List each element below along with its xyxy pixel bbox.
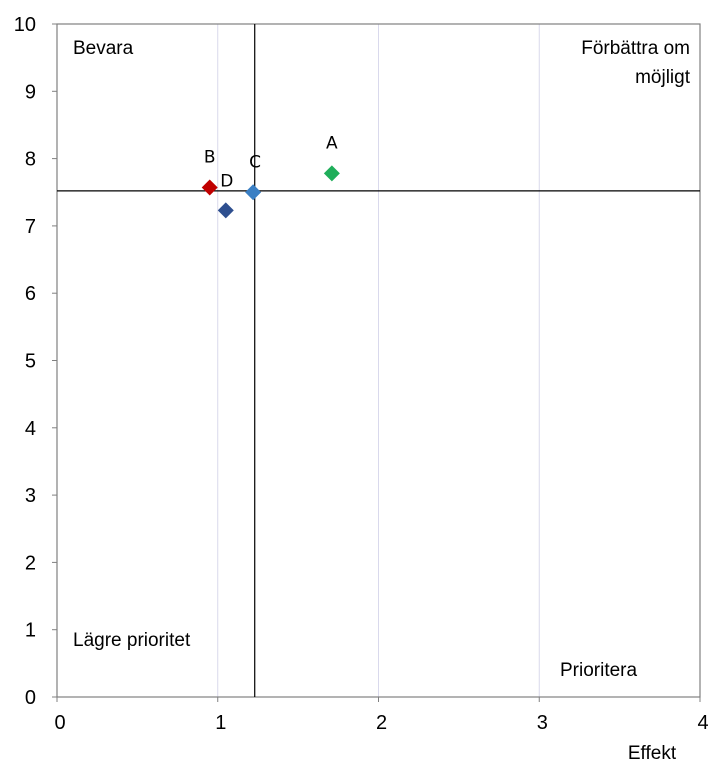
y-tick-label-10: 10 xyxy=(14,14,36,36)
y-tick-label-4: 4 xyxy=(25,418,36,440)
y-tick-label-2: 2 xyxy=(25,552,36,574)
y-tick-label-9: 9 xyxy=(25,81,36,103)
y-tick-label-0: 0 xyxy=(25,687,36,709)
y-tick-label-8: 8 xyxy=(25,149,36,171)
y-tick-label-1: 1 xyxy=(25,620,36,642)
data-label-d: D xyxy=(220,171,233,191)
x-tick-label-2: 2 xyxy=(376,712,387,734)
x-tick-label-4: 4 xyxy=(697,712,708,734)
point-layer: A B CD xyxy=(201,133,340,219)
y-tick-label-3: 3 xyxy=(25,485,36,507)
x-tick-label-1: 1 xyxy=(215,712,226,734)
x-tick-label-3: 3 xyxy=(537,712,548,734)
x-tick-label-0: 0 xyxy=(54,712,65,734)
quadrant-label-improve-line2: möjligt xyxy=(635,67,691,88)
y-tick-label-6: 6 xyxy=(25,283,36,305)
data-point-a xyxy=(323,165,340,182)
data-point-b xyxy=(201,179,218,196)
quadrant-label-lower-priority: Lägre prioritet xyxy=(73,630,191,651)
data-point-d xyxy=(217,202,234,219)
quadrant-label-preserve: Bevara xyxy=(73,38,134,59)
data-label-a: A xyxy=(326,133,338,153)
y-tick-label-7: 7 xyxy=(25,216,36,238)
grid-layer xyxy=(217,24,540,697)
quadrant-label-prioritize: Prioritera xyxy=(560,660,638,681)
quadrant-label-improve-line1: Förbättra om xyxy=(581,38,690,59)
divider-layer xyxy=(57,24,700,697)
x-axis-title: Effekt xyxy=(628,743,677,764)
data-label-b: B xyxy=(204,148,216,168)
data-point-c xyxy=(245,184,262,201)
data-label-c: C xyxy=(249,152,261,172)
y-tick-label-5: 5 xyxy=(25,351,36,373)
tick-layer: 0 1 2 3 4 5 6 7 8 9 10 0 1 2 3 4 xyxy=(14,14,708,734)
